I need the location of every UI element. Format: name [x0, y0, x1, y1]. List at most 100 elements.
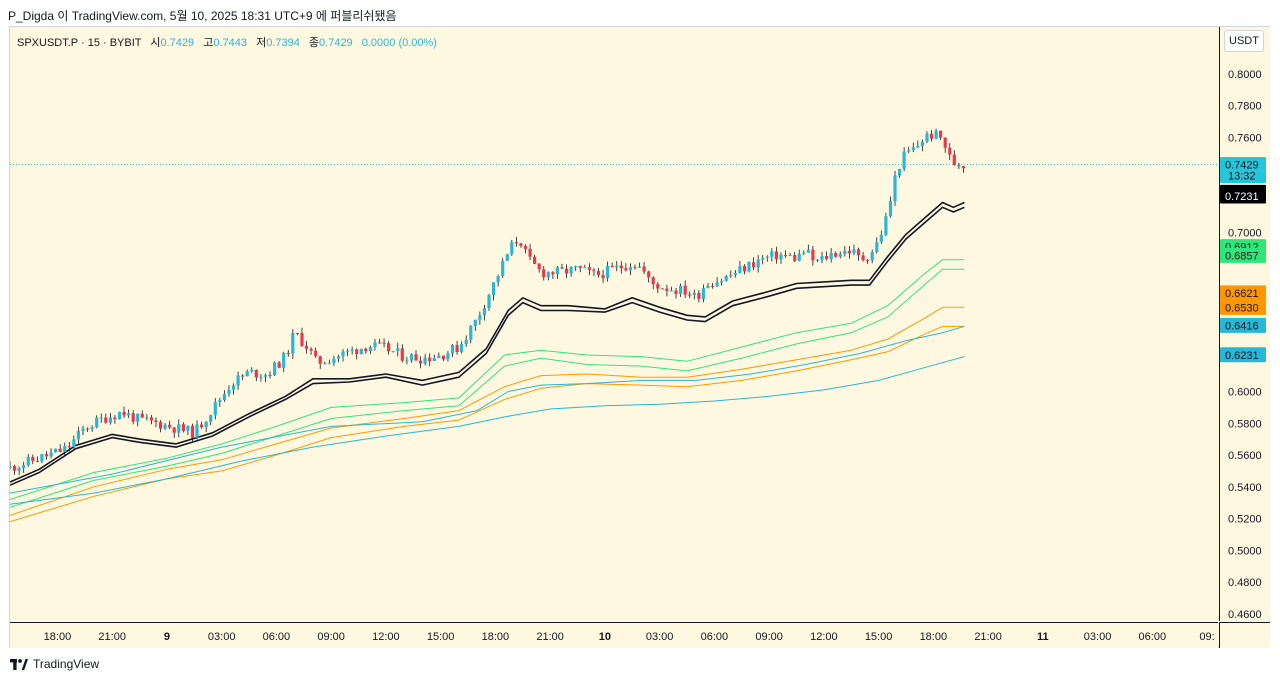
candle-body: [651, 277, 655, 285]
price-tick-label: 0.4600: [1228, 609, 1262, 621]
price-label-box: [1220, 285, 1266, 301]
high-value: 0.7443: [213, 37, 247, 49]
candle-body: [309, 348, 313, 351]
time-tick-label: 18:00: [44, 631, 72, 643]
low-label: 저: [256, 37, 267, 49]
candle-body: [304, 345, 309, 349]
candle-body: [323, 363, 327, 365]
candle-body: [555, 267, 559, 275]
candle-body: [104, 417, 108, 423]
candle-body: [587, 267, 591, 270]
candle-body: [72, 439, 76, 447]
candle-body: [628, 267, 632, 271]
candle-body: [168, 424, 172, 428]
candle-body: [350, 349, 354, 351]
candle-body: [861, 255, 865, 261]
candle-body: [902, 151, 906, 169]
candle-body: [95, 417, 99, 428]
candle-body: [117, 411, 122, 420]
time-tick-label: 06:00: [701, 631, 729, 643]
candle-body: [336, 356, 341, 359]
time-tick-label: 03:00: [1084, 631, 1112, 643]
time-tick-label: 18:00: [482, 631, 510, 643]
candle-body: [254, 369, 258, 378]
price-axis-scale[interactable]: 0.8000 0.7800 0.7600 0.7000 0.6000 0.5800 0.56…: [1220, 27, 1270, 621]
price-tick-label: 0.5400: [1228, 482, 1262, 494]
candle-body: [122, 411, 126, 416]
chart-pane[interactable]: [10, 27, 1218, 621]
candle-body: [492, 282, 496, 296]
price-chart[interactable]: [10, 27, 1218, 621]
time-tick-label: 15:00: [427, 631, 455, 643]
candle-body: [747, 262, 751, 272]
candle-body: [63, 446, 67, 452]
candle-body: [318, 356, 322, 364]
candle-body: [888, 201, 893, 217]
time-tick-label: 10: [599, 631, 611, 643]
currency-badge[interactable]: USDT: [1224, 30, 1264, 52]
candle-body: [692, 292, 696, 295]
time-tick-label: 06:00: [263, 631, 291, 643]
candle-body: [273, 362, 277, 375]
candle-body: [665, 288, 669, 291]
price-label-0.7231: 0.7231: [1220, 188, 1266, 204]
time-tick-label: 09:: [1199, 631, 1214, 643]
candle-body: [437, 355, 441, 359]
candle-body: [929, 133, 934, 139]
candle-body: [501, 260, 505, 277]
candle-body: [327, 363, 331, 365]
candle-body: [263, 374, 268, 377]
candle-body: [300, 333, 304, 346]
candle-body: [127, 413, 131, 416]
candle-body: [519, 243, 523, 246]
candle-body: [761, 257, 765, 260]
time-tick-label: 21:00: [974, 631, 1002, 643]
candle-body: [368, 347, 372, 352]
candle-body: [783, 254, 788, 256]
candle-body: [295, 333, 299, 334]
candle-body: [815, 259, 820, 261]
candle-body: [688, 294, 692, 296]
price-label-0.6621: 0.6621: [1220, 285, 1266, 301]
candle-body: [701, 288, 705, 299]
indicator-line-5: [10, 306, 965, 516]
symbol-legend: SPXUSDT.P · 15 · BYBIT 시0.7429 고0.7443 저…: [17, 34, 437, 50]
time-tick-label: 21:00: [98, 631, 126, 643]
candle-body: [450, 345, 455, 354]
candle-body: [473, 319, 477, 326]
price-label-text: 0.6857: [1225, 250, 1259, 262]
candle-body: [496, 276, 500, 283]
time-tick-label: 03:00: [646, 631, 674, 643]
candle-body: [76, 431, 80, 440]
candle-body: [186, 425, 190, 431]
candle-body: [911, 147, 915, 151]
candle-body: [13, 466, 17, 471]
high-label: 고: [203, 37, 214, 49]
change-value: 0.0000 (0.00%): [361, 37, 437, 49]
price-label-box: [1220, 188, 1266, 204]
symbol-info[interactable]: SPXUSDT.P · 15 · BYBIT: [17, 37, 142, 49]
time-axis-scale[interactable]: 18:00 21:00 9 03:00 06:00 09:00 12:00 15:00 18:0…: [10, 623, 1218, 648]
candle-body: [957, 165, 961, 167]
candle-body: [40, 454, 44, 462]
candle-body: [241, 375, 245, 377]
candle-body: [610, 266, 614, 268]
candle-body: [441, 355, 445, 360]
candle-body: [282, 353, 286, 368]
time-tick-label: 15:00: [865, 631, 893, 643]
candle-body: [738, 266, 742, 273]
candle-body: [409, 354, 414, 361]
time-axis[interactable]: 18:00 21:00 9 03:00 06:00 09:00 12:00 15:00 18:0…: [10, 622, 1218, 648]
candle-body: [843, 250, 847, 254]
time-tick-label: 09:00: [755, 631, 783, 643]
candle-body: [355, 349, 359, 355]
candle-body: [615, 265, 619, 267]
candle-body: [779, 254, 783, 260]
candle-body: [875, 242, 879, 253]
candle-body: [259, 376, 263, 378]
price-axis[interactable]: 0.8000 0.7800 0.7600 0.7000 0.6000 0.5800 0.56…: [1219, 27, 1270, 621]
close-value: 0.7429: [319, 37, 353, 49]
candle-body: [163, 424, 167, 429]
candle-body: [811, 249, 815, 261]
candle-body: [656, 284, 660, 289]
